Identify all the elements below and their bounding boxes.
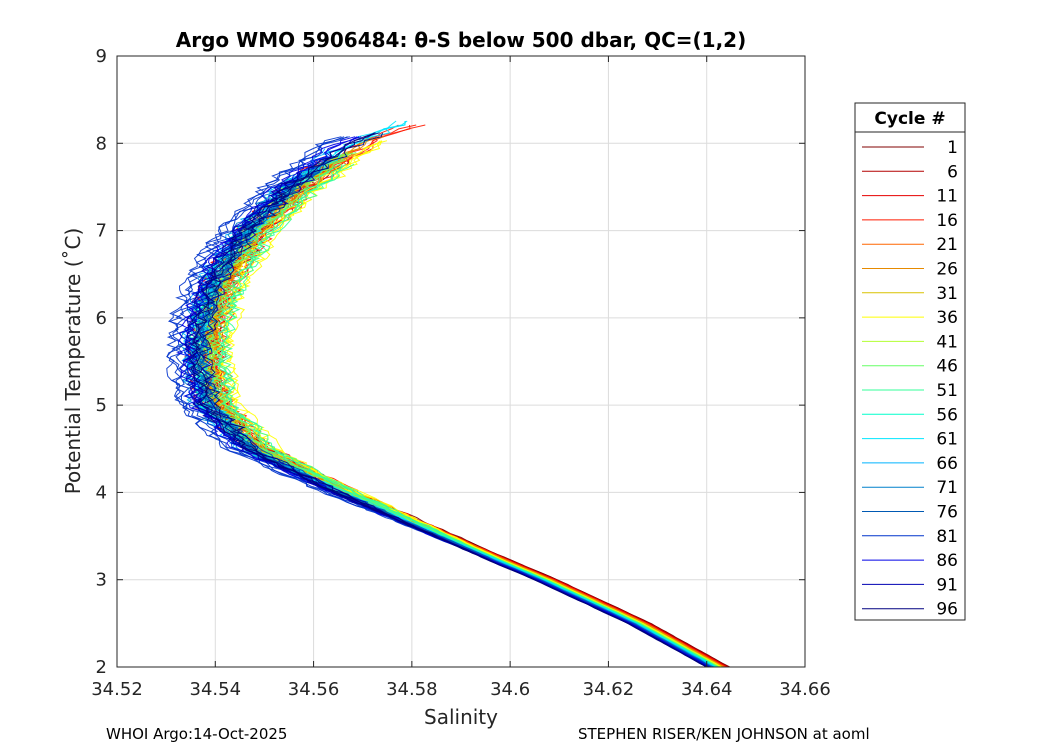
x-tick-label: 34.6: [490, 679, 530, 700]
legend-label-31: 31: [936, 284, 958, 304]
y-axis-label: Potential Temperature (˚C): [61, 228, 85, 495]
legend-label-76: 76: [936, 503, 958, 523]
x-tick-label: 34.64: [681, 679, 733, 700]
legend-label-46: 46: [936, 357, 958, 377]
profile-cycle-96: [191, 132, 708, 668]
legend-label-1: 1: [947, 138, 958, 158]
legend-label-91: 91: [936, 575, 958, 595]
legend-label-56: 56: [936, 405, 958, 425]
chart-title: Argo WMO 5906484: θ-S below 500 dbar, QC…: [176, 28, 746, 52]
legend-box: [854, 102, 966, 621]
x-tick-label: 34.52: [91, 679, 143, 700]
footer-credit: STEPHEN RISER/KEN JOHNSON at aoml: [578, 725, 870, 743]
legend-label-71: 71: [936, 478, 958, 498]
legend-label-66: 66: [936, 454, 958, 474]
legend-label-51: 51: [936, 381, 958, 401]
y-tick-label: 2: [96, 657, 107, 678]
legend: Cycle # 16111621263136414651566166717681…: [854, 102, 966, 621]
y-tick-label: 8: [96, 133, 107, 154]
x-tick-label: 34.56: [288, 679, 340, 700]
profiles: [166, 120, 730, 668]
legend-title: Cycle #: [874, 109, 945, 129]
legend-label-61: 61: [936, 430, 958, 450]
y-tick-label: 5: [96, 395, 107, 416]
legend-label-81: 81: [936, 527, 958, 547]
x-tick-label: 34.62: [583, 679, 635, 700]
legend-label-86: 86: [936, 551, 958, 571]
legend-label-36: 36: [936, 308, 958, 328]
legend-label-16: 16: [936, 211, 958, 231]
legend-label-96: 96: [936, 600, 958, 620]
legend-label-41: 41: [936, 332, 958, 352]
x-tick-label: 34.58: [386, 679, 438, 700]
legend-label-26: 26: [936, 260, 958, 280]
plot-frame: [116, 55, 806, 668]
y-tick-label: 9: [96, 46, 107, 67]
legend-label-11: 11: [936, 187, 958, 207]
x-tick-label: 34.54: [190, 679, 242, 700]
legend-label-21: 21: [936, 235, 958, 255]
x-axis-label: Salinity: [424, 705, 498, 729]
y-tick-label: 7: [96, 221, 107, 242]
y-tick-label: 4: [96, 482, 107, 503]
y-tick-label: 3: [96, 570, 107, 591]
axis-ticks: 34.52 34.54 34.56 34.58 34.6 34.62 34.64 34.66 2…: [91, 46, 831, 700]
x-tick-label: 34.66: [779, 679, 831, 700]
footer-source: WHOI Argo:14-Oct-2025: [106, 725, 288, 743]
y-tick-label: 6: [96, 308, 107, 329]
legend-label-6: 6: [947, 162, 958, 182]
plot-area: [117, 56, 805, 667]
